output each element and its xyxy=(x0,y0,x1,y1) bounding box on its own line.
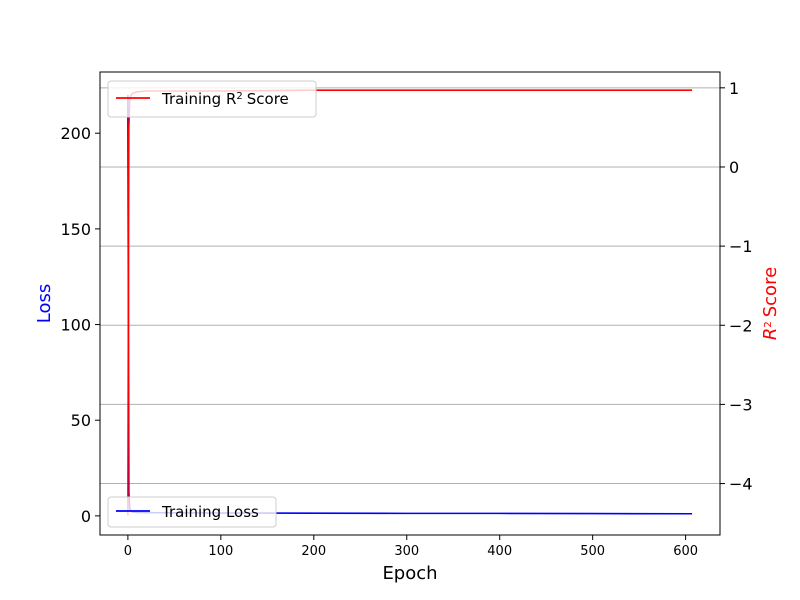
y-right-tick-label-5: −4 xyxy=(729,475,753,494)
y-axis-right-label-prefix: R xyxy=(760,328,781,341)
series-line-loss xyxy=(127,94,693,515)
legend-r2: Training R2 Score xyxy=(107,80,317,118)
legend-r2-label: Training R2 Score xyxy=(161,90,289,108)
legend-r2-label-prefix: Training R xyxy=(161,90,236,108)
y-right-tick-label-2: −1 xyxy=(729,237,753,256)
x-axis-label: Epoch xyxy=(382,563,437,584)
series-layer xyxy=(127,89,693,516)
x-tick-label-3: 300 xyxy=(394,544,419,559)
legend-loss-label: Training Loss xyxy=(161,503,259,521)
y-axis-right-label-suffix: Score xyxy=(760,267,781,317)
series-line-r2 xyxy=(127,89,693,516)
legend-loss-box xyxy=(107,496,277,528)
legend-r2-box xyxy=(107,80,317,118)
y-left-tick-label-3: 150 xyxy=(60,220,91,239)
y-left-tick-label-1: 50 xyxy=(71,411,91,430)
y-right-tick-label-1: 0 xyxy=(729,158,739,177)
y-left-tick-label-0: 0 xyxy=(81,507,91,526)
plot-frame xyxy=(99,71,721,536)
x-tick-label-2: 200 xyxy=(301,544,326,559)
x-tick-label-4: 400 xyxy=(487,544,512,559)
x-tick-label-0: 0 xyxy=(124,544,132,559)
y-right-tick-label-0: 1 xyxy=(729,79,739,98)
y-right-tick-label-3: −2 xyxy=(729,316,753,335)
y-left-tick-label-2: 100 xyxy=(60,316,91,335)
x-tick-label-1: 100 xyxy=(208,544,233,559)
legend-r2-label-sup: 2 xyxy=(236,91,242,102)
ticks-layer: 1 0 −1 −2 −3 −4 0 50 100 150 200 0 100 200 300 400 500 60… xyxy=(60,79,752,559)
legend-r2-label-suffix: Score xyxy=(247,90,289,108)
grid-layer xyxy=(100,87,720,485)
x-tick-label-6: 600 xyxy=(673,544,698,559)
y-left-tick-label-4: 200 xyxy=(60,124,91,143)
y-axis-left-label: Loss xyxy=(34,284,55,323)
x-tick-label-5: 500 xyxy=(580,544,605,559)
y-axis-right-label-sup: 2 xyxy=(763,321,774,327)
legend-loss: Training Loss xyxy=(107,496,277,528)
y-right-tick-label-4: −3 xyxy=(729,395,753,414)
y-axis-right-label: R2 Score xyxy=(760,267,781,340)
